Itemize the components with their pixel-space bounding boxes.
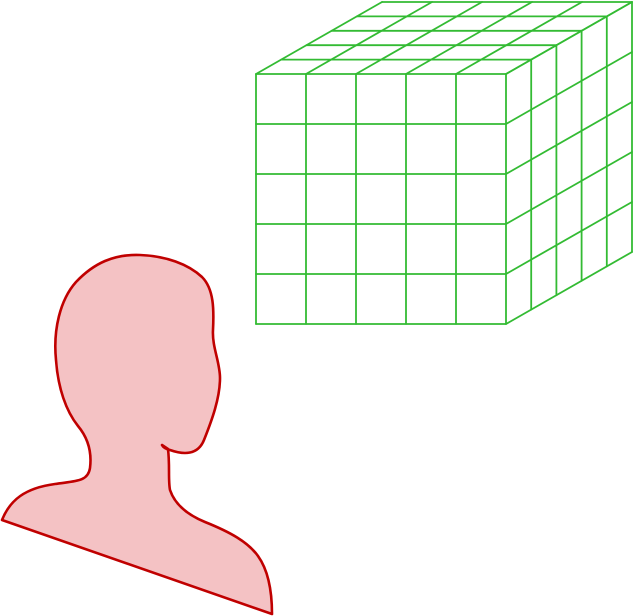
cube-side-depth-line — [505, 251, 633, 325]
cube-side-depth-line — [505, 51, 633, 125]
cube-side-depth-line — [505, 1, 633, 75]
cube-side-depth-line — [505, 101, 633, 175]
grid-cube — [255, 1, 633, 325]
person-head-silhouette — [0, 253, 274, 616]
cube-top-depth-line — [255, 1, 383, 75]
cube-top-depth-line — [405, 1, 533, 75]
cube-top-depth-line — [355, 1, 483, 75]
cube-top-depth-line — [455, 1, 583, 75]
cube-top-depth-line — [305, 1, 433, 75]
cube-side-depth-line — [505, 151, 633, 225]
cube-side-depth-line — [505, 201, 633, 275]
